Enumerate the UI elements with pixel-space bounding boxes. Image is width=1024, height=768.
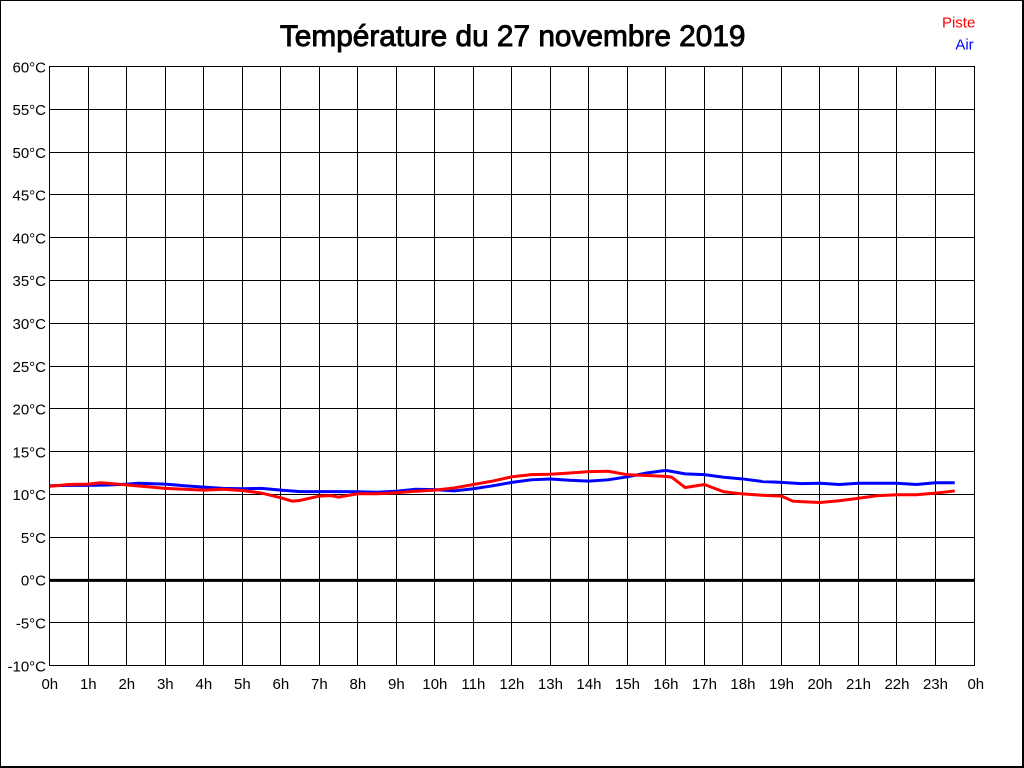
svg-text:3h: 3h <box>157 676 174 693</box>
svg-text:2h: 2h <box>118 676 135 693</box>
svg-text:11h: 11h <box>461 676 485 693</box>
svg-text:18h: 18h <box>730 676 755 693</box>
svg-text:Température du 27 novembre 201: Température du 27 novembre 2019 <box>280 20 746 53</box>
svg-text:1h: 1h <box>80 676 97 693</box>
svg-text:-5°C: -5°C <box>16 616 46 633</box>
svg-text:13h: 13h <box>538 676 563 693</box>
svg-text:60°C: 60°C <box>12 59 46 76</box>
svg-text:23h: 23h <box>923 676 948 693</box>
svg-text:9h: 9h <box>388 676 405 693</box>
svg-text:55°C: 55°C <box>12 102 46 119</box>
svg-text:10h: 10h <box>422 676 447 693</box>
svg-text:17h: 17h <box>692 676 717 693</box>
svg-text:0°C: 0°C <box>21 573 46 590</box>
svg-text:19h: 19h <box>769 676 794 693</box>
svg-text:15h: 15h <box>615 676 640 693</box>
svg-text:30°C: 30°C <box>12 316 46 333</box>
svg-text:4h: 4h <box>195 676 212 693</box>
svg-text:7h: 7h <box>311 676 328 693</box>
svg-text:35°C: 35°C <box>12 273 46 290</box>
svg-text:10°C: 10°C <box>12 487 46 504</box>
svg-text:22h: 22h <box>884 676 909 693</box>
svg-text:20°C: 20°C <box>12 402 46 419</box>
svg-text:50°C: 50°C <box>12 145 46 162</box>
svg-text:12h: 12h <box>499 676 524 693</box>
svg-text:-10°C: -10°C <box>7 658 46 675</box>
svg-text:6h: 6h <box>273 676 290 693</box>
svg-text:8h: 8h <box>350 676 367 693</box>
svg-text:0h: 0h <box>41 676 58 693</box>
svg-text:Air: Air <box>955 36 973 53</box>
svg-text:5°C: 5°C <box>21 530 46 547</box>
svg-text:25°C: 25°C <box>12 359 46 376</box>
svg-text:16h: 16h <box>653 676 678 693</box>
svg-text:14h: 14h <box>576 676 601 693</box>
svg-text:20h: 20h <box>807 676 832 693</box>
svg-text:40°C: 40°C <box>12 230 46 247</box>
svg-text:45°C: 45°C <box>12 188 46 205</box>
svg-text:15°C: 15°C <box>12 444 46 461</box>
svg-text:Piste: Piste <box>942 15 975 32</box>
svg-text:21h: 21h <box>846 676 871 693</box>
svg-text:0h: 0h <box>967 676 984 693</box>
svg-text:5h: 5h <box>234 676 251 693</box>
